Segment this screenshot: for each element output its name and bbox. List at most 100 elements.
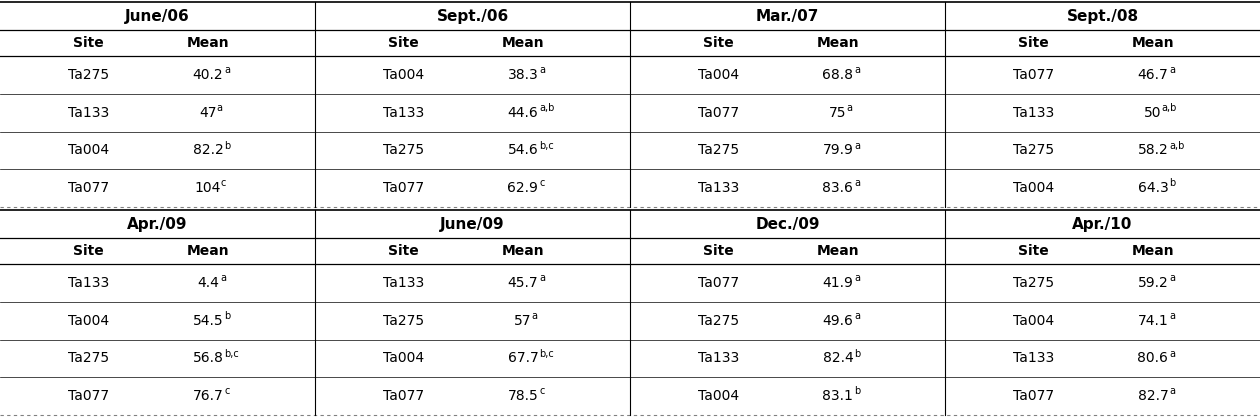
Text: b: b	[224, 141, 231, 151]
Text: 82.2: 82.2	[193, 143, 223, 157]
Text: Ta133: Ta133	[1013, 106, 1053, 120]
Text: b,c: b,c	[539, 141, 554, 151]
Text: Ta077: Ta077	[68, 181, 108, 195]
Text: 58.2: 58.2	[1138, 143, 1168, 157]
Text: 45.7: 45.7	[508, 276, 538, 290]
Text: Ta004: Ta004	[1013, 181, 1053, 195]
Text: Mean: Mean	[186, 36, 229, 50]
Text: Ta004: Ta004	[383, 352, 423, 365]
Text: 104: 104	[195, 181, 220, 195]
Text: b: b	[1169, 178, 1176, 188]
Text: Ta275: Ta275	[68, 68, 108, 82]
Text: 67.7: 67.7	[508, 352, 538, 365]
Text: a: a	[1169, 349, 1176, 359]
Text: a: a	[224, 65, 231, 75]
Text: Ta004: Ta004	[383, 68, 423, 82]
Text: Ta275: Ta275	[383, 143, 423, 157]
Text: Ta077: Ta077	[1013, 68, 1053, 82]
Text: 78.5: 78.5	[508, 389, 538, 403]
Text: a: a	[532, 311, 538, 321]
Text: Ta133: Ta133	[698, 352, 738, 365]
Text: Mean: Mean	[501, 36, 544, 50]
Text: a: a	[854, 178, 861, 188]
Text: Apr./10: Apr./10	[1072, 216, 1133, 231]
Text: Ta077: Ta077	[68, 389, 108, 403]
Text: 83.6: 83.6	[823, 181, 853, 195]
Text: Ta275: Ta275	[68, 352, 108, 365]
Text: 79.9: 79.9	[823, 143, 853, 157]
Text: a: a	[539, 65, 546, 75]
Text: Site: Site	[388, 36, 418, 50]
Text: 50: 50	[1144, 106, 1162, 120]
Text: 75: 75	[829, 106, 847, 120]
Text: Site: Site	[1018, 36, 1048, 50]
Text: 40.2: 40.2	[193, 68, 223, 82]
Text: a: a	[539, 273, 546, 283]
Text: 41.9: 41.9	[823, 276, 853, 290]
Text: Ta133: Ta133	[698, 181, 738, 195]
Text: Ta077: Ta077	[698, 276, 738, 290]
Text: Ta077: Ta077	[383, 389, 423, 403]
Text: 46.7: 46.7	[1138, 68, 1168, 82]
Text: b: b	[854, 386, 861, 396]
Text: a,b: a,b	[1169, 141, 1184, 151]
Text: Dec./09: Dec./09	[755, 216, 820, 231]
Text: a: a	[1169, 386, 1176, 396]
Text: 80.6: 80.6	[1138, 352, 1168, 365]
Text: a: a	[854, 65, 861, 75]
Text: b,c: b,c	[224, 349, 239, 359]
Text: Ta004: Ta004	[68, 314, 108, 328]
Text: 82.7: 82.7	[1138, 389, 1168, 403]
Text: a: a	[854, 273, 861, 283]
Text: a: a	[1169, 311, 1176, 321]
Text: Site: Site	[1018, 244, 1048, 258]
Text: Ta133: Ta133	[68, 276, 108, 290]
Text: 64.3: 64.3	[1138, 181, 1168, 195]
Text: a: a	[1169, 65, 1176, 75]
Text: Site: Site	[388, 244, 418, 258]
Text: Mar./07: Mar./07	[756, 8, 819, 23]
Text: b: b	[224, 311, 231, 321]
Text: Apr./09: Apr./09	[127, 216, 188, 231]
Text: Ta004: Ta004	[68, 143, 108, 157]
Text: June/09: June/09	[440, 216, 505, 231]
Text: Ta275: Ta275	[698, 143, 738, 157]
Text: a: a	[854, 141, 861, 151]
Text: c: c	[539, 178, 544, 188]
Text: Ta275: Ta275	[1013, 143, 1053, 157]
Text: Ta275: Ta275	[383, 314, 423, 328]
Text: 59.2: 59.2	[1138, 276, 1168, 290]
Text: June/06: June/06	[125, 8, 190, 23]
Text: Ta004: Ta004	[698, 389, 738, 403]
Text: 49.6: 49.6	[823, 314, 853, 328]
Text: Ta077: Ta077	[383, 181, 423, 195]
Text: 44.6: 44.6	[508, 106, 538, 120]
Text: 74.1: 74.1	[1138, 314, 1168, 328]
Text: Ta133: Ta133	[383, 276, 423, 290]
Text: 56.8: 56.8	[193, 352, 223, 365]
Text: 38.3: 38.3	[508, 68, 538, 82]
Text: Site: Site	[73, 36, 103, 50]
Text: Ta133: Ta133	[1013, 352, 1053, 365]
Text: 57: 57	[514, 314, 532, 328]
Text: a: a	[847, 103, 853, 113]
Text: Sept./08: Sept./08	[1066, 8, 1139, 23]
Text: Mean: Mean	[186, 244, 229, 258]
Text: Mean: Mean	[1131, 36, 1174, 50]
Text: Ta133: Ta133	[383, 106, 423, 120]
Text: a,b: a,b	[1162, 103, 1177, 113]
Text: Sept./06: Sept./06	[436, 8, 509, 23]
Text: c: c	[224, 386, 229, 396]
Text: Mean: Mean	[1131, 244, 1174, 258]
Text: Site: Site	[703, 36, 733, 50]
Text: Ta004: Ta004	[698, 68, 738, 82]
Text: Mean: Mean	[501, 244, 544, 258]
Text: a: a	[1169, 273, 1176, 283]
Text: b: b	[854, 349, 861, 359]
Text: b,c: b,c	[539, 349, 554, 359]
Text: Mean: Mean	[816, 36, 859, 50]
Text: Ta004: Ta004	[1013, 314, 1053, 328]
Text: a: a	[217, 103, 223, 113]
Text: Site: Site	[703, 244, 733, 258]
Text: 4.4: 4.4	[197, 276, 219, 290]
